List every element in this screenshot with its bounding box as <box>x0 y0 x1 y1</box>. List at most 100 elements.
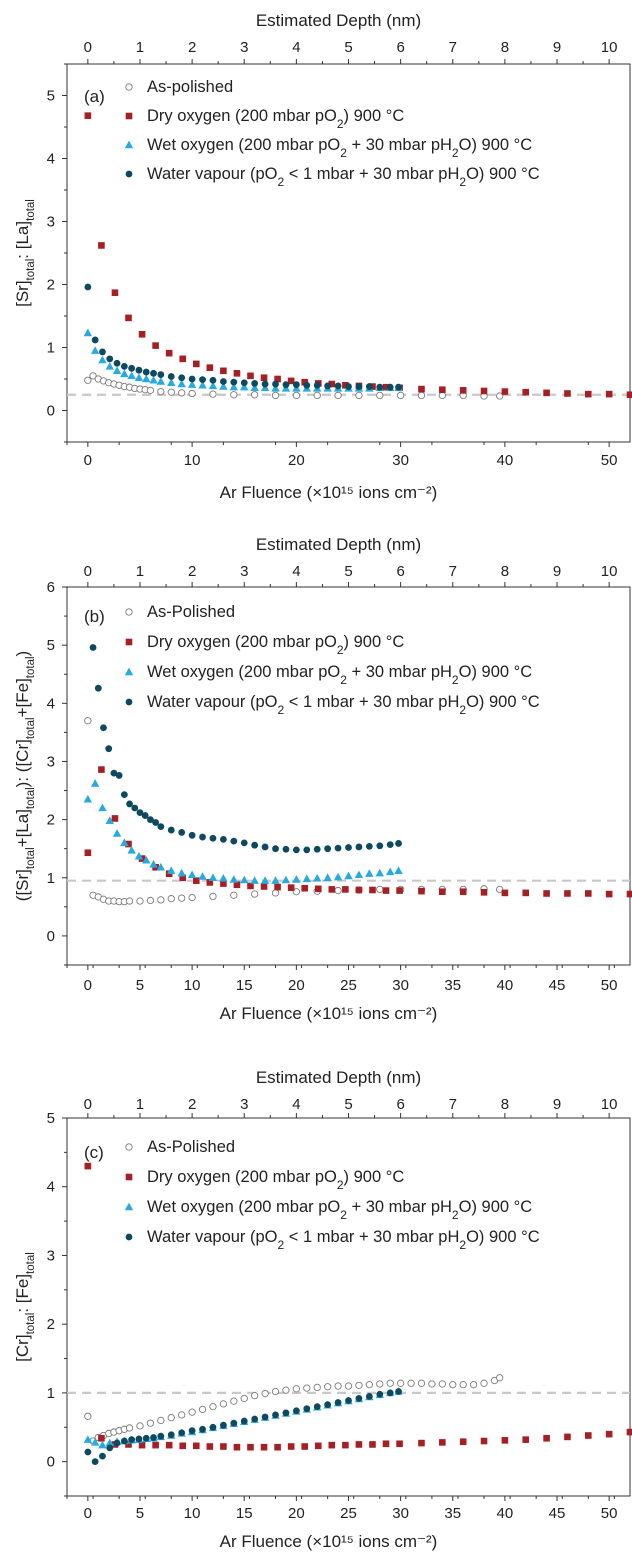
panel-c-series-3 <box>84 1388 402 1466</box>
panel-a-panel-label: (a) <box>84 87 105 106</box>
panel-a-data-point <box>156 377 166 385</box>
panel-a-data-point <box>480 387 488 395</box>
panel-a-data-point <box>345 383 352 390</box>
panel-b-data-point <box>260 876 270 884</box>
panel-c-legend-label: Wet oxygen (200 mbar pO2 + 30 mbar pH2O)… <box>147 1198 532 1222</box>
panel-b-top-axis-title: Estimated Depth (nm) <box>256 535 421 554</box>
panel-c-x-tick-label: 0 <box>84 1505 92 1522</box>
panel-b-data-point <box>105 745 113 753</box>
panel-c-y-tick-label: 5 <box>47 1110 55 1127</box>
panel-b-data-point <box>115 772 123 779</box>
panel-a-data-point <box>522 388 530 396</box>
panel-b-data-point <box>334 844 342 852</box>
panel-a-data-point <box>150 369 157 377</box>
panel-c-data-point <box>328 1441 336 1449</box>
panel-b-top-tick-label: 6 <box>396 563 404 580</box>
panel-c-data-point <box>251 1392 259 1400</box>
panel-c-data-point <box>188 1408 196 1416</box>
panel-a-data-point <box>543 389 550 397</box>
panel-a-top-tick-label: 5 <box>344 39 352 56</box>
panel-b-data-point <box>365 869 374 877</box>
panel-b-data-point <box>261 843 269 851</box>
panel-a-data-point <box>417 391 426 400</box>
panel-a-top-tick-label: 8 <box>501 39 509 56</box>
panel-a-y-tick-label: 5 <box>47 88 55 105</box>
panel-a-data-point <box>376 383 384 391</box>
panel-c-data-point <box>233 1443 241 1451</box>
panel-b-data-point <box>396 887 403 894</box>
panel-b-data-point <box>152 819 160 826</box>
panel-b-data-point <box>522 889 530 897</box>
panel-c-data-point <box>165 1441 173 1449</box>
panel-b-data-point <box>355 886 363 894</box>
panel-c-x-tick-label: 10 <box>184 1505 201 1522</box>
panel-a-data-point <box>564 390 571 397</box>
panel-a-data-point <box>178 374 186 382</box>
panel-b-data-point <box>233 881 241 889</box>
panel-c-legend-marker <box>125 1143 133 1151</box>
panel-c-data-point <box>584 1432 592 1439</box>
panel-c-x-axis-label: Ar Fluence (×10¹⁵ ions cm⁻²) <box>220 1532 438 1551</box>
panel-b-data-point <box>229 875 239 883</box>
panel-b-data-point <box>324 845 332 853</box>
panel-c-y-tick-label: 1 <box>47 1385 55 1402</box>
panel-c-data-point <box>355 1441 363 1448</box>
panel-c-data-point <box>480 1379 488 1387</box>
panel-a-top-tick-label: 3 <box>240 39 248 56</box>
panel-a-data-point <box>113 359 121 367</box>
panel-b-data-point <box>626 890 632 898</box>
panel-b-data-point <box>376 842 384 850</box>
panel-a-legend-symbol <box>125 83 133 91</box>
panel-a-data-point <box>220 367 227 375</box>
panel-a-data-point <box>128 364 136 372</box>
panel-c-data-point <box>167 1414 175 1422</box>
panel-b-top-tick-label: 0 <box>84 563 92 580</box>
panel-a-data-point <box>199 376 206 384</box>
panel-b-data-point <box>98 803 107 812</box>
panel-c-data-point <box>376 1380 384 1388</box>
panel-b-data-point <box>395 840 402 847</box>
panel-c-top-tick-label: 9 <box>553 1096 561 1113</box>
panel-c-data-point <box>230 1397 238 1405</box>
panel-c-series-0 <box>84 1374 504 1445</box>
panel-b-data-point <box>369 886 376 894</box>
panel-c-data-point <box>84 1162 92 1170</box>
panel-a-data-point <box>355 383 363 390</box>
panel-b-x-tick-label: 50 <box>601 977 618 994</box>
panel-a-data-point <box>99 348 106 356</box>
panel-a-data-point <box>125 314 132 322</box>
panel-b-y-tick-label: 2 <box>47 812 55 829</box>
panel-a-data-point <box>157 371 165 378</box>
panel-c-data-point <box>125 1441 132 1448</box>
panel-b-data-point <box>251 890 259 898</box>
panel-a-data-point <box>206 364 214 371</box>
panel-c-data-point <box>282 1386 290 1394</box>
panel-c-data-point <box>345 1397 352 1404</box>
panel-b-data-point <box>188 893 196 902</box>
panel-b-x-tick-label: 5 <box>136 977 144 994</box>
panel-b-data-point <box>94 684 102 692</box>
panel-a-data-point <box>396 391 405 400</box>
panel-b-y-tick-label: 0 <box>47 928 55 945</box>
panel-a-data-point <box>167 388 175 396</box>
panel-c-data-point <box>459 1381 467 1389</box>
panel-a-data-point <box>261 380 269 388</box>
panel-c-data-point <box>480 1437 488 1445</box>
panel-c-data-point <box>198 1405 207 1414</box>
panel-b-x-tick-label: 45 <box>549 977 566 994</box>
panel-c-data-point <box>439 1439 446 1446</box>
panel-c-x-tick-label: 40 <box>497 1505 514 1522</box>
panel-b-data-point <box>127 846 136 854</box>
panel-a-data-point <box>146 386 155 394</box>
panel-a-y-tick-label: 3 <box>47 214 55 231</box>
panel-b-legend-marker <box>125 638 133 646</box>
panel-a-data-point <box>313 391 321 400</box>
panel-b-top-tick-label: 4 <box>292 563 300 580</box>
panel-c-data-point <box>314 1442 322 1450</box>
panel-a-y-tick-label: 1 <box>47 340 55 357</box>
panel-c-data-point <box>91 1458 99 1466</box>
panel-b-data-point <box>110 769 118 777</box>
panel-b-legend-label: Wet oxygen (200 mbar pO2 + 30 mbar pH2O)… <box>147 663 532 687</box>
panel-c-data-point <box>417 1379 426 1387</box>
